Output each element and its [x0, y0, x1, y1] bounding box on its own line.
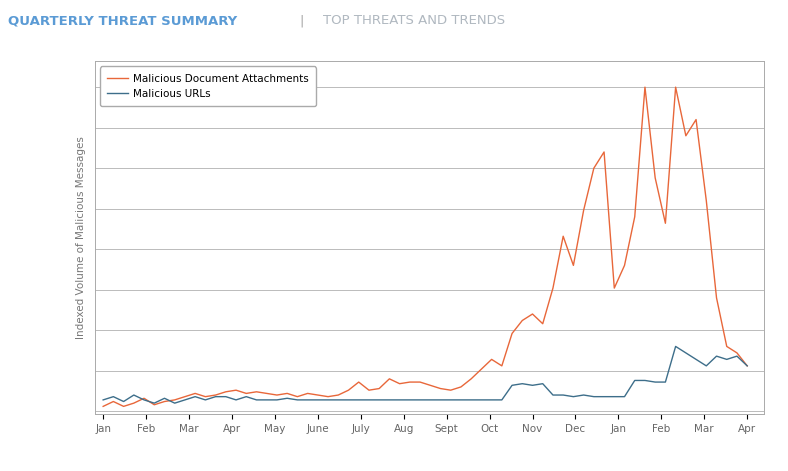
Malicious Document Attachments	[640, 84, 649, 90]
Malicious Document Attachments	[180, 394, 190, 399]
Malicious Document Attachments	[415, 379, 425, 385]
Text: QUARTERLY THREAT SUMMARY: QUARTERLY THREAT SUMMARY	[8, 14, 237, 27]
Y-axis label: Indexed Volume of Malicious Messages: Indexed Volume of Malicious Messages	[76, 137, 86, 339]
Line: Malicious URLs: Malicious URLs	[103, 347, 747, 403]
Malicious URLs	[742, 363, 752, 369]
Malicious URLs	[528, 382, 537, 388]
Text: TOP THREATS AND TRENDS: TOP THREATS AND TRENDS	[323, 14, 505, 27]
Malicious Document Attachments	[456, 384, 466, 390]
Malicious URLs	[150, 400, 159, 406]
Malicious URLs	[466, 397, 476, 403]
Malicious URLs	[374, 397, 384, 403]
Malicious Document Attachments	[518, 317, 527, 323]
Malicious Document Attachments	[364, 387, 374, 393]
Malicious URLs	[671, 344, 680, 349]
Malicious URLs	[426, 397, 435, 403]
Malicious URLs	[191, 394, 200, 399]
Malicious Document Attachments	[507, 331, 517, 336]
Malicious Document Attachments	[98, 404, 108, 409]
Line: Malicious Document Attachments: Malicious Document Attachments	[103, 87, 747, 406]
Text: |: |	[299, 14, 304, 27]
Malicious Document Attachments	[742, 363, 752, 369]
Malicious URLs	[518, 381, 527, 387]
Legend: Malicious Document Attachments, Malicious URLs: Malicious Document Attachments, Maliciou…	[100, 66, 316, 106]
Malicious URLs	[98, 397, 108, 403]
